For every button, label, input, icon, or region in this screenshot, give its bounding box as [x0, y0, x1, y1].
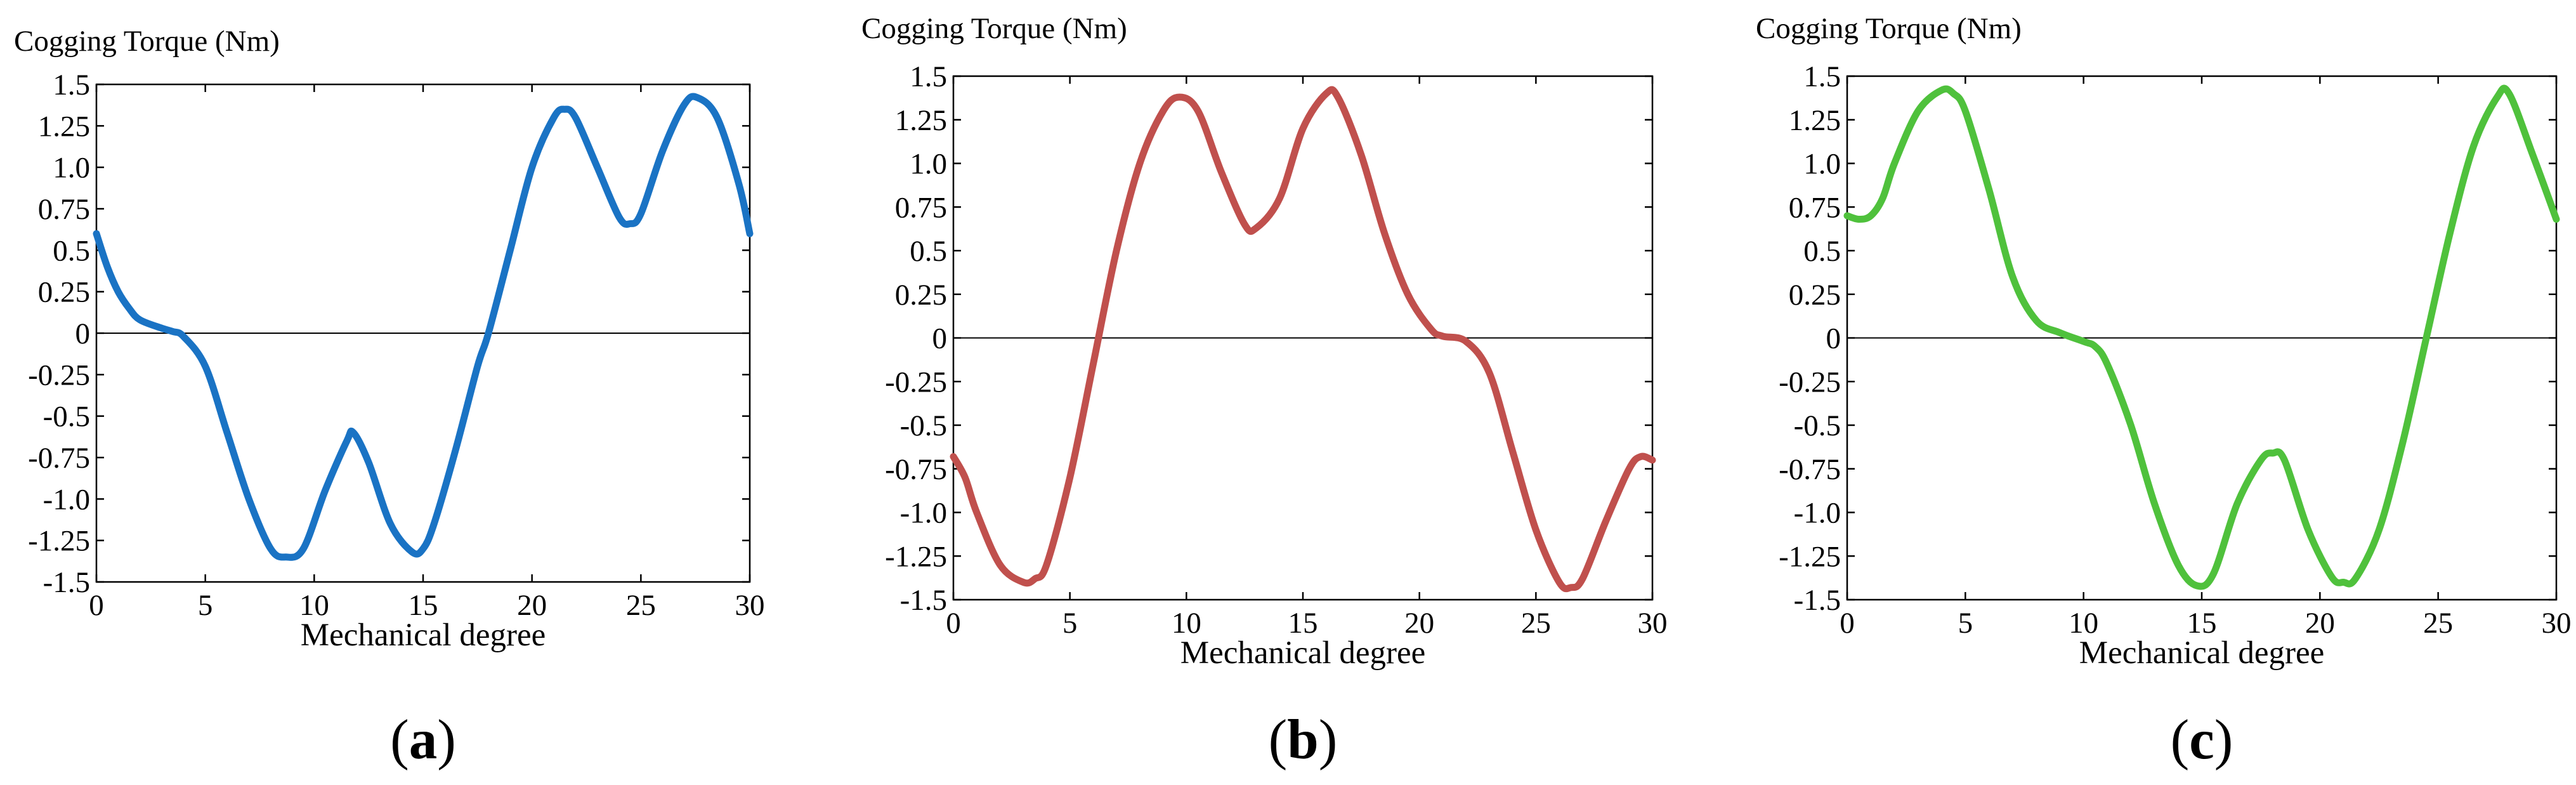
y-axis-title: Cogging Torque (Nm) [14, 25, 280, 58]
y-tick-label: -0.5 [900, 409, 947, 442]
y-tick-label: 0.5 [910, 235, 947, 268]
y-tick-label: -1.25 [885, 540, 947, 573]
x-tick-label: 25 [626, 589, 656, 622]
panel-label-letter: a [409, 709, 438, 771]
x-tick-label: 10 [1172, 607, 1201, 640]
y-tick-label: -0.25 [28, 359, 90, 392]
x-tick-label: 15 [2187, 607, 2217, 640]
y-tick-label: 0.25 [1789, 279, 1841, 312]
y-tick-label: -1.25 [28, 525, 90, 558]
y-tick-label: 0.75 [1789, 191, 1841, 224]
x-tick-label: 5 [1958, 607, 1973, 640]
y-tick-label: 0 [1826, 322, 1841, 355]
y-tick-label: 0.5 [53, 234, 90, 267]
y-tick-label: 0.75 [895, 191, 947, 224]
y-tick-label: 0 [932, 322, 948, 355]
panel-label-open: ( [2171, 709, 2190, 771]
x-tick-label: 15 [1288, 607, 1318, 640]
y-axis-title: Cogging Torque (Nm) [861, 12, 1127, 45]
x-tick-label: 30 [735, 589, 765, 622]
panel-label-close: ) [2214, 709, 2233, 771]
y-tick-label: 1.25 [1789, 104, 1841, 137]
y-tick-label: 1.5 [1803, 60, 1841, 93]
x-tick-label: 0 [89, 589, 104, 622]
y-tick-label: -0.25 [885, 366, 947, 399]
y-tick-label: -0.5 [1794, 409, 1841, 442]
x-tick-label: 15 [409, 589, 438, 622]
y-tick-label: -1.0 [1794, 497, 1841, 530]
y-tick-label: -0.75 [1779, 453, 1841, 486]
chart-panel-a: Cogging Torque (Nm) 1.5 1.25 1.0 0.75 0.5 0.25… [14, 25, 765, 771]
x-tick-label: 0 [946, 607, 961, 640]
panel-label-open: ( [390, 709, 409, 771]
panel-label: (b) [1269, 709, 1338, 771]
series-line [1843, 84, 2560, 590]
y-tick-label: -0.25 [1779, 366, 1841, 399]
y-tick-label: 1.25 [895, 104, 947, 137]
y-tick-label: 1.25 [38, 110, 90, 143]
series-line [950, 86, 1656, 593]
y-tick-label: 0.75 [38, 193, 90, 226]
panel-label-close: ) [1319, 709, 1338, 771]
y-tick-label: -1.0 [900, 497, 947, 530]
y-tick-label: -0.5 [43, 400, 90, 433]
y-tick-label: -1.25 [1779, 540, 1841, 573]
panel-label-close: ) [437, 709, 456, 771]
y-tick-label: 1.0 [53, 152, 90, 185]
y-tick-label: -1.5 [1794, 584, 1841, 617]
x-tick-label: 25 [1521, 607, 1551, 640]
x-tick-label: 0 [1840, 607, 1855, 640]
y-tick-label: 0.25 [38, 276, 90, 309]
x-tick-label: 25 [2423, 607, 2453, 640]
x-tick-label: 5 [198, 589, 213, 622]
y-tick-label: -1.5 [43, 566, 90, 599]
y-tick-label: 1.0 [910, 148, 947, 181]
y-tick-label: 1.5 [53, 69, 90, 102]
y-axis-title: Cogging Torque (Nm) [1756, 12, 2022, 45]
y-tick-label: 1.0 [1803, 148, 1841, 181]
y-tick-label: -1.5 [900, 584, 947, 617]
panel-label-letter: c [2189, 709, 2214, 771]
y-tick-label: 0.5 [1803, 235, 1841, 268]
y-tick-label: 0 [75, 317, 91, 350]
y-tick-label: -1.0 [43, 483, 90, 516]
panel-label: (c) [2171, 709, 2233, 771]
y-tick-label: -0.75 [885, 453, 947, 486]
series-line [93, 93, 754, 561]
x-tick-label: 20 [517, 589, 547, 622]
x-axis-title: Mechanical degree [2079, 635, 2325, 671]
x-tick-label: 5 [1062, 607, 1078, 640]
chart-panel-c: Cogging Torque (Nm) 1.5 1.25 1.0 0.75 0.5 0.25… [1756, 12, 2572, 771]
x-axis-title: Mechanical degree [301, 617, 546, 653]
panel-label: (a) [390, 709, 456, 771]
y-tick-label: 1.5 [910, 60, 947, 93]
panel-label-letter: b [1287, 709, 1319, 771]
x-tick-label: 10 [2069, 607, 2098, 640]
x-tick-label: 20 [1404, 607, 1434, 640]
x-tick-label: 30 [2542, 607, 2572, 640]
x-tick-label: 10 [299, 589, 329, 622]
x-tick-label: 30 [1638, 607, 1668, 640]
chart-panel-b: Cogging Torque (Nm) 1.5 1.25 1.0 0.75 0.5 0.25… [861, 12, 1668, 771]
x-axis-title: Mechanical degree [1180, 635, 1426, 671]
y-tick-label: 0.25 [895, 279, 947, 312]
x-tick-label: 20 [2305, 607, 2335, 640]
y-tick-label: -0.75 [28, 442, 90, 475]
panel-label-open: ( [1269, 709, 1288, 771]
